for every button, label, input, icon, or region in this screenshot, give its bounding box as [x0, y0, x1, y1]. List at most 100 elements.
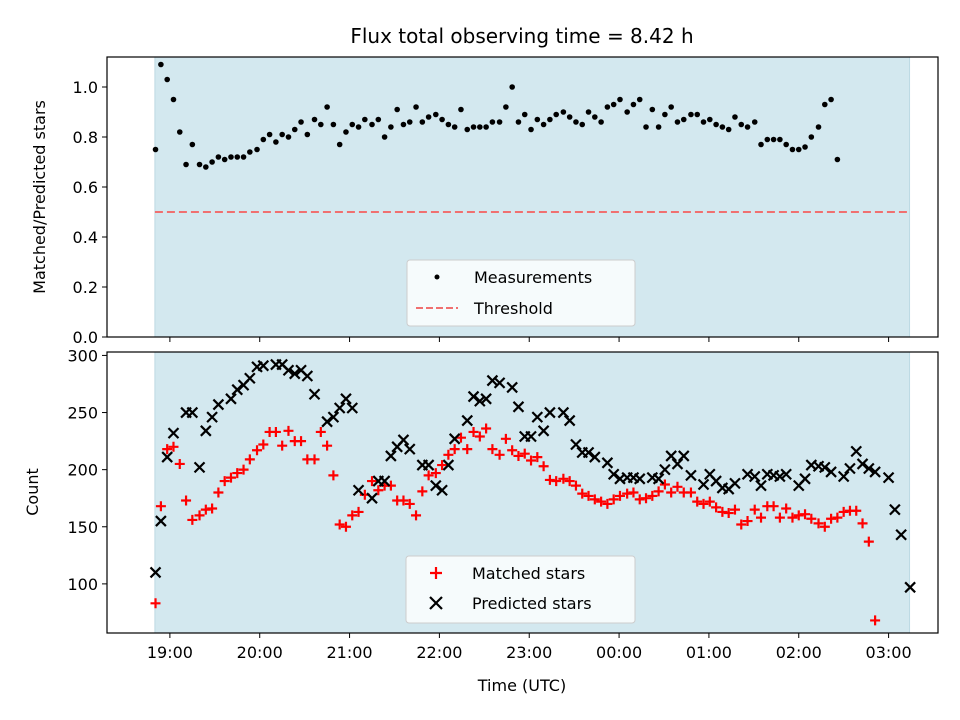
predicted-star-point [288, 367, 301, 380]
count-x-tick-label: 23:00 [506, 643, 552, 662]
predicted-star-point [889, 503, 901, 516]
measurement-point [751, 119, 758, 125]
measurement-point [260, 136, 267, 143]
matched-star-point [455, 432, 466, 443]
matched-star-point [252, 445, 263, 456]
measurement-point [152, 146, 159, 153]
predicted-star-point [652, 473, 665, 485]
measurement-point [221, 156, 228, 163]
predicted-star-point [244, 372, 256, 385]
measurement-point [579, 121, 586, 128]
count-x-tick-label: 20:00 [237, 643, 283, 662]
predicted-star-point [231, 383, 244, 396]
measurement-point [598, 119, 604, 125]
matched-star-point [659, 479, 670, 490]
measurement-point [170, 96, 177, 103]
predicted-star-point [442, 459, 455, 471]
predicted-star-point [378, 475, 391, 487]
measurement-point [789, 146, 796, 153]
matched-star-point [315, 426, 326, 437]
matched-star-point [244, 454, 255, 465]
predicted-star-point [422, 459, 435, 471]
predicted-star-point [856, 458, 869, 470]
measurement-point [158, 61, 164, 68]
matched-star-point [634, 494, 645, 505]
measurement-point [189, 141, 196, 148]
ratio-legend: Measurements Threshold [406, 259, 636, 327]
measurement-point [400, 121, 407, 128]
matched-star-point [526, 455, 537, 466]
matched-star-point [608, 494, 619, 505]
predicted-star-point [461, 414, 474, 427]
predicted-legend-swatch [429, 596, 443, 610]
matched-star-point [296, 436, 307, 447]
matched-star-point [238, 464, 249, 475]
measurement-point [528, 126, 534, 133]
matched-star-point [373, 485, 384, 496]
matched-star-point [404, 498, 415, 509]
predicted-star-point [155, 515, 167, 527]
matched-star-point [711, 502, 722, 513]
measurement-point [362, 116, 368, 123]
measurement-point [604, 104, 611, 110]
matched-star-point [398, 495, 409, 506]
count-y-ticks: 100 150 200 250 300 [67, 346, 107, 594]
matched-star-point [685, 487, 696, 498]
matched-star-point [857, 518, 868, 529]
matched-star-point [328, 470, 339, 481]
predicted-star-point [333, 402, 346, 414]
matched-star-point [225, 472, 236, 483]
measurement-point [758, 141, 764, 148]
predicted-star-point [467, 390, 480, 403]
predicted-star-point [531, 411, 544, 423]
predicted-star-point [607, 468, 620, 481]
count-x-tick-label: 03:00 [866, 643, 912, 662]
measurement-point [636, 96, 643, 103]
measurement-point [725, 126, 732, 133]
measurement-point [439, 116, 445, 123]
matched-star-point [270, 426, 281, 437]
measurement-point [355, 124, 362, 130]
measurement-point [304, 131, 311, 138]
measurement-point [273, 139, 279, 145]
matched-star-point [443, 449, 454, 460]
measurement-point [592, 114, 598, 120]
measurement-point [406, 119, 413, 125]
measurement-point [209, 159, 215, 165]
predicted-star-point [729, 477, 741, 490]
measurement-point [808, 134, 815, 140]
matched-star-point [437, 460, 448, 471]
matched-star-point [851, 505, 862, 516]
count-x-tick-label: 01:00 [686, 643, 732, 662]
measurement-point [655, 124, 662, 130]
measurement-point [713, 121, 719, 128]
predicted-star-point [557, 406, 570, 419]
measurement-point [624, 109, 630, 115]
predicted-star-point [825, 466, 837, 478]
measurement-point [279, 131, 285, 138]
predicted-star-point [193, 461, 206, 474]
threshold-legend-label: Threshold [473, 299, 553, 318]
matched-star-point [672, 481, 683, 492]
measurement-point [744, 124, 751, 130]
measurement-point [680, 116, 687, 123]
matched-star-point [219, 476, 230, 487]
predicted-star-point [582, 446, 595, 459]
measurement-point [815, 124, 822, 130]
ratio-marks [152, 61, 910, 213]
count-x-tick-label: 00:00 [596, 643, 642, 662]
matched-star-point [704, 496, 715, 507]
measurement-point [483, 124, 489, 130]
matched-star-point [787, 512, 798, 523]
predicted-star-point [677, 450, 690, 462]
predicted-star-point [819, 461, 831, 474]
matched-star-point [417, 486, 428, 497]
predicted-star-point [448, 433, 461, 445]
predicted-star-point [537, 425, 550, 437]
matched-star-point [474, 431, 485, 442]
predicted-star-point [225, 393, 237, 405]
predicted-star-point [506, 381, 518, 394]
predicted-star-point [321, 415, 333, 428]
measurement-point [413, 104, 419, 110]
matched-star-point [532, 452, 543, 463]
